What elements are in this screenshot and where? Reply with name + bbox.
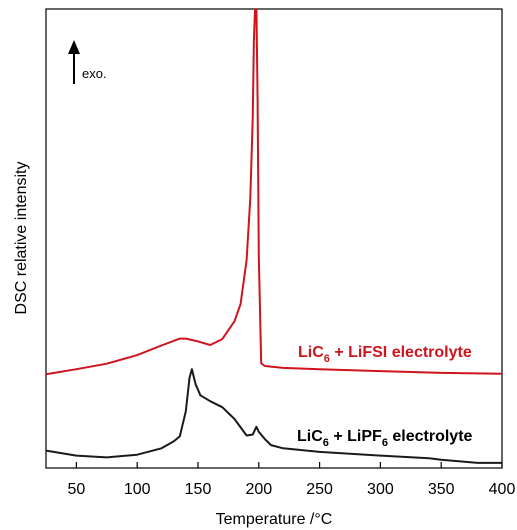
- x-tick-label: 350: [428, 481, 455, 498]
- x-tick-label: 300: [367, 481, 394, 498]
- exo-annotation: exo.: [68, 40, 107, 84]
- series-label-lifsi: LiC6 + LiFSI electrolyte: [298, 344, 472, 365]
- x-ticks: 50 100 150 200 250 300 350 400: [68, 462, 516, 498]
- series-label-lifsi-part: LiC: [298, 344, 324, 361]
- x-tick-label: 100: [124, 481, 151, 498]
- series-line-lifsi: [46, 9, 502, 376]
- x-tick-label: 150: [185, 481, 212, 498]
- series-label-lifsi-part: + LiFSI electrolyte: [330, 344, 472, 361]
- x-tick-label: 50: [68, 481, 86, 498]
- series-label-lipf6-part: electrolyte: [388, 428, 473, 445]
- series-line-lipf6: [46, 368, 502, 464]
- x-tick-label: 250: [306, 481, 333, 498]
- series-label-lipf6-subscript: 6: [382, 437, 388, 449]
- series-label-lipf6-part: LiC: [297, 428, 323, 445]
- x-tick-label: 400: [489, 481, 516, 498]
- series-label-lipf6-part: + LiPF: [329, 428, 382, 445]
- x-tick-label: 200: [245, 481, 272, 498]
- y-axis-title: DSC relative intensity: [13, 162, 30, 315]
- series-layer: [46, 9, 502, 464]
- series-label-lipf6: LiC6 + LiPF6 electrolyte: [297, 428, 473, 449]
- exo-arrow-icon: [68, 40, 80, 54]
- plot-frame: [45, 8, 503, 469]
- x-axis-title: Temperature /°C: [216, 511, 333, 528]
- series-label-lifsi-subscript: 6: [324, 353, 330, 365]
- exo-label: exo.: [82, 66, 107, 81]
- series-label-lipf6-subscript: 6: [323, 437, 329, 449]
